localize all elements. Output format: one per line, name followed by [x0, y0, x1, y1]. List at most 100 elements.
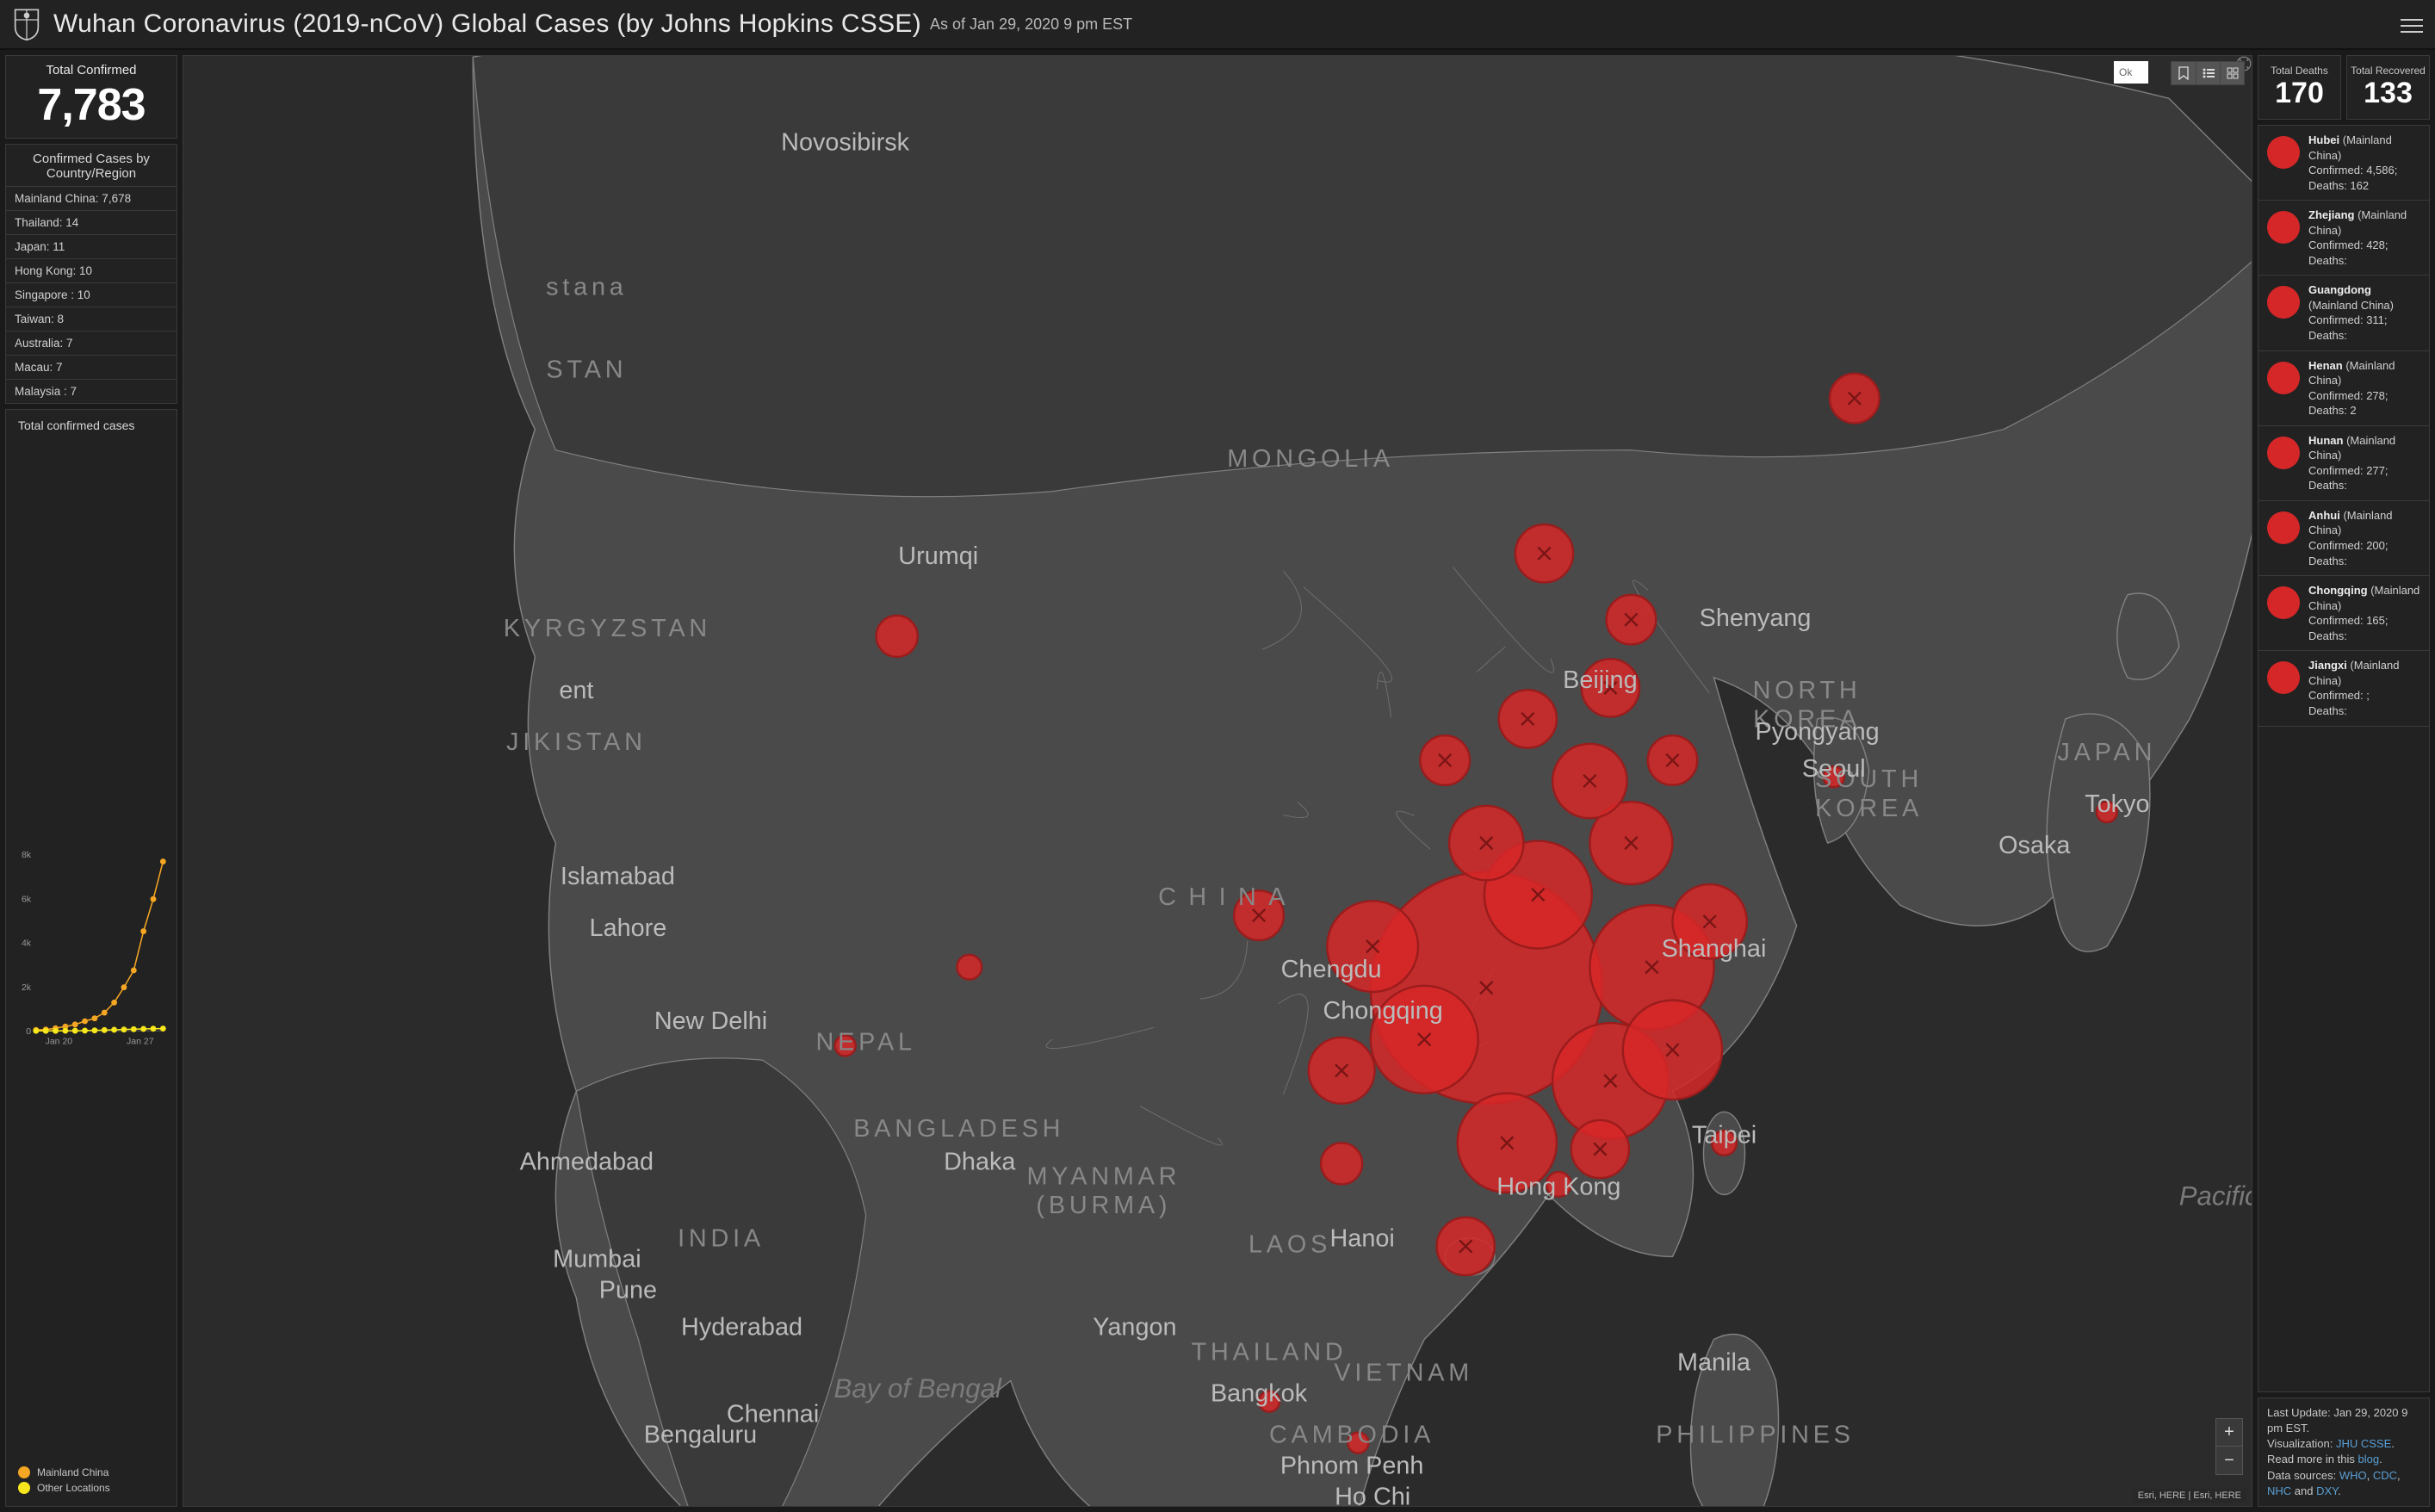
region-item[interactable]: Zhejiang (Mainland China)Confirmed: 428;… — [2258, 201, 2429, 276]
blog-link[interactable]: blog — [2358, 1453, 2380, 1466]
svg-text:Hanoi: Hanoi — [1329, 1224, 1394, 1252]
bookmark-icon[interactable] — [2172, 62, 2196, 84]
source-link[interactable]: DXY — [2316, 1484, 2338, 1497]
legend-item: Mainland China — [18, 1466, 170, 1478]
zoom-out-button[interactable]: − — [2216, 1447, 2242, 1474]
basemap-grid-icon[interactable] — [2220, 62, 2244, 84]
country-row[interactable]: Mainland China: 7,678 — [6, 186, 177, 210]
svg-text:ent: ent — [559, 677, 593, 704]
chart-panel: Total confirmed cases 02k4k6k8kJan 20Jan… — [5, 409, 177, 1507]
legend-label: Other Locations — [37, 1482, 110, 1494]
svg-text:Bay of Bengal: Bay of Bengal — [834, 1373, 1002, 1404]
legend-list-icon[interactable] — [2196, 62, 2220, 84]
svg-text:Shenyang: Shenyang — [1700, 604, 1812, 632]
svg-text:New Delhi: New Delhi — [654, 1007, 767, 1035]
svg-text:Pune: Pune — [599, 1276, 657, 1304]
svg-text:THAILAND: THAILAND — [1192, 1339, 1348, 1366]
chart-legend: Mainland China Other Locations — [13, 1458, 170, 1497]
svg-text:Yangon: Yangon — [1093, 1314, 1176, 1342]
total-recovered-label: Total Recovered — [2351, 65, 2426, 77]
region-item[interactable]: Chongqing (Mainland China)Confirmed: 165… — [2258, 576, 2429, 651]
svg-text:Dhaka: Dhaka — [944, 1149, 1016, 1176]
legend-dot-icon — [18, 1466, 30, 1478]
region-item[interactable]: Anhui (Mainland China)Confirmed: 200;Dea… — [2258, 501, 2429, 576]
region-text: Chongqing (Mainland China)Confirmed: 165… — [2308, 583, 2420, 643]
zoom-control: + − — [2215, 1418, 2243, 1475]
svg-text:(BURMA): (BURMA) — [1036, 1192, 1171, 1219]
svg-text:PHILIPPINES: PHILIPPINES — [1656, 1422, 1855, 1449]
svg-text:Manila: Manila — [1677, 1349, 1751, 1377]
svg-text:Seoul: Seoul — [1802, 755, 1866, 783]
country-row[interactable]: Macau: 7 — [6, 355, 177, 379]
svg-text:Ahmedabad: Ahmedabad — [520, 1149, 654, 1176]
svg-text:Hong Kong: Hong Kong — [1496, 1173, 1620, 1200]
total-recovered-panel: Total Recovered 133 — [2346, 55, 2430, 120]
source-link[interactable]: WHO — [2339, 1469, 2367, 1482]
region-dot-icon — [2267, 437, 2300, 469]
country-row[interactable]: Australia: 7 — [6, 331, 177, 355]
zoom-in-button[interactable]: + — [2216, 1419, 2242, 1447]
region-dot-icon — [2267, 136, 2300, 169]
svg-text:Chongqing: Chongqing — [1323, 997, 1442, 1025]
svg-text:Chengdu: Chengdu — [1281, 956, 1382, 983]
svg-text:Pyongyang: Pyongyang — [1755, 718, 1879, 746]
region-item[interactable]: Henan (Mainland China)Confirmed: 278;Dea… — [2258, 351, 2429, 426]
svg-text:NEPAL: NEPAL — [815, 1028, 915, 1056]
region-dot-icon — [2267, 511, 2300, 544]
total-deaths-panel: Total Deaths 170 — [2258, 55, 2341, 120]
right-column: Total Deaths 170 Total Recovered 133 Hub… — [2258, 55, 2430, 1507]
region-item[interactable]: Guangdong (Mainland China)Confirmed: 311… — [2258, 276, 2429, 350]
chart-title: Total confirmed cases — [13, 418, 170, 432]
legend-label: Mainland China — [37, 1466, 108, 1478]
region-item[interactable]: Jiangxi (Mainland China)Confirmed: ;Deat… — [2258, 651, 2429, 726]
svg-text:STAN: STAN — [546, 356, 627, 384]
map-search-input[interactable] — [2114, 61, 2148, 84]
region-item[interactable]: Hubei (Mainland China)Confirmed: 4,586;D… — [2258, 126, 2429, 201]
map-panel[interactable]: MONGOLIACHINAINDIANEPALBANGLADESHMYANMAR… — [183, 55, 2252, 1507]
region-text: Jiangxi (Mainland China)Confirmed: ;Deat… — [2308, 658, 2420, 718]
region-list-panel[interactable]: Hubei (Mainland China)Confirmed: 4,586;D… — [2258, 125, 2430, 1392]
source-link[interactable]: NHC — [2267, 1484, 2291, 1497]
jhu-shield-logo — [12, 7, 41, 41]
total-confirmed-label: Total Confirmed — [15, 63, 168, 77]
svg-text:0: 0 — [26, 1026, 31, 1037]
info-panel: Last Update: Jan 29, 2020 9 pm EST. Visu… — [2258, 1397, 2430, 1507]
total-confirmed-panel: Total Confirmed 7,783 — [5, 55, 177, 139]
country-row[interactable]: Hong Kong: 10 — [6, 258, 177, 282]
svg-text:Taipei: Taipei — [1692, 1121, 1757, 1149]
country-row[interactable]: Singapore : 10 — [6, 282, 177, 307]
svg-text:Bangkok: Bangkok — [1211, 1380, 1308, 1408]
map-toolbar — [2171, 61, 2245, 85]
last-update-prefix: Last Update: — [2267, 1406, 2333, 1419]
country-list-panel: Confirmed Cases by Country/Region Mainla… — [5, 144, 177, 404]
country-row[interactable]: Malaysia : 7 — [6, 379, 177, 403]
svg-text:MONGOLIA: MONGOLIA — [1227, 445, 1394, 473]
map-attribution: Esri, HERE | Esri, HERE — [2133, 1489, 2246, 1503]
legend-item: Other Locations — [18, 1482, 170, 1494]
svg-text:JIKISTAN: JIKISTAN — [506, 728, 647, 756]
region-item[interactable]: Hunan (Mainland China)Confirmed: 277;Dea… — [2258, 426, 2429, 501]
country-list[interactable]: Mainland China: 7,678Thailand: 14Japan: … — [6, 186, 177, 403]
world-map[interactable]: MONGOLIACHINAINDIANEPALBANGLADESHMYANMAR… — [183, 56, 2252, 1506]
country-row[interactable]: Japan: 11 — [6, 234, 177, 258]
region-dot-icon — [2267, 362, 2300, 394]
svg-text:stana: stana — [546, 274, 628, 301]
header-bar: Wuhan Coronavirus (2019-nCoV) Global Cas… — [0, 0, 2435, 50]
svg-text:Jan 27: Jan 27 — [127, 1037, 154, 1047]
source-link[interactable]: CDC — [2373, 1469, 2397, 1482]
svg-text:6k: 6k — [22, 894, 32, 904]
svg-text:Bengaluru: Bengaluru — [644, 1422, 757, 1449]
svg-text:VIETNAM: VIETNAM — [1334, 1360, 1473, 1387]
svg-text:Ho Chi: Ho Chi — [1335, 1484, 1410, 1506]
svg-text:INDIA: INDIA — [678, 1224, 765, 1252]
region-dot-icon — [2267, 211, 2300, 244]
region-text: Anhui (Mainland China)Confirmed: 200;Dea… — [2308, 508, 2420, 568]
hamburger-menu-icon[interactable] — [2401, 15, 2423, 34]
svg-text:MYANMAR: MYANMAR — [1027, 1162, 1181, 1190]
svg-text:Jan 20: Jan 20 — [46, 1037, 73, 1047]
region-text: Hubei (Mainland China)Confirmed: 4,586;D… — [2308, 133, 2420, 193]
page-title: Wuhan Coronavirus (2019-nCoV) Global Cas… — [53, 9, 921, 39]
country-row[interactable]: Taiwan: 8 — [6, 307, 177, 331]
viz-link[interactable]: JHU CSSE — [2336, 1437, 2391, 1450]
country-row[interactable]: Thailand: 14 — [6, 210, 177, 234]
